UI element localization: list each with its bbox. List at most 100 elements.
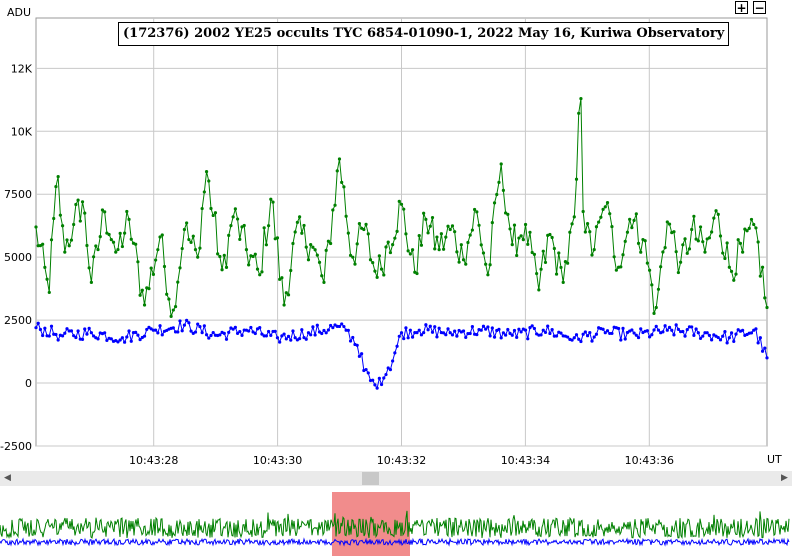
data-point [180,329,184,333]
data-point [645,329,649,333]
data-point [430,215,435,220]
data-point [585,221,590,226]
data-point [300,328,304,332]
data-point [577,337,581,341]
data-point [402,336,406,341]
data-point [49,324,54,328]
data-point [734,332,738,336]
data-point [91,334,96,338]
data-point [597,220,601,224]
data-point [160,333,164,337]
data-point [43,265,47,269]
data-point [395,344,399,348]
data-point [116,247,120,252]
data-point [696,331,700,335]
data-point [654,324,658,329]
data-point [304,245,308,249]
data-point [156,248,160,252]
data-point [258,273,262,277]
data-point [413,331,417,335]
data-point [69,329,74,333]
data-point [526,242,530,246]
data-point [721,334,725,338]
data-point [324,331,328,335]
data-point [710,230,714,234]
data-point [247,329,251,333]
data-point [548,232,552,237]
data-point [322,328,326,333]
data-point [76,198,80,202]
horizontal-scrollbar[interactable]: ◀ ▶ [0,471,792,486]
data-point [566,335,570,339]
data-point [382,273,386,277]
data-point [167,297,171,301]
data-point [147,287,151,291]
data-point [331,208,335,212]
data-point [481,324,486,328]
data-point [490,326,494,330]
data-point [397,334,401,338]
data-point [424,323,428,327]
scrollbar-thumb[interactable] [362,472,379,485]
data-point [393,351,397,355]
data-point [264,243,268,247]
data-point [517,236,521,240]
data-point [659,265,663,269]
scroll-left-arrow-icon[interactable]: ◀ [4,473,11,483]
data-point [34,225,38,229]
data-point [663,324,667,328]
data-point [54,332,58,337]
data-point [355,343,359,347]
data-point [732,278,736,282]
data-point [271,329,275,334]
data-point [377,376,381,380]
data-point [151,272,156,276]
data-point [557,251,561,255]
data-point [284,291,288,295]
data-point [543,260,548,265]
data-point [679,260,683,264]
data-point [160,233,164,237]
data-point [402,207,406,211]
data-point [222,331,226,335]
data-point [479,243,483,247]
data-point [136,260,140,264]
data-point [198,324,202,329]
data-point [275,336,280,340]
data-point [94,244,98,248]
data-point [309,333,313,337]
zoom-in-button[interactable]: + [735,1,748,15]
data-point [342,185,346,189]
data-point [616,326,621,331]
data-point [579,96,583,101]
data-point [397,199,401,203]
data-point [253,252,257,256]
data-point [437,326,441,330]
data-point [530,324,534,328]
data-point [284,337,288,341]
data-point [448,227,452,232]
data-point [185,318,189,322]
data-point [714,209,718,213]
data-point [278,340,282,344]
data-point [676,270,680,275]
data-point [293,336,297,340]
data-point [685,251,689,255]
zoom-out-button[interactable]: − [753,1,766,15]
data-point [120,336,124,340]
data-point [317,260,322,264]
data-point [329,241,333,246]
data-point [734,272,738,276]
data-point [528,230,532,234]
data-point [652,328,656,332]
data-point [725,341,729,345]
data-point [384,372,388,377]
data-point [207,179,211,183]
scroll-right-arrow-icon[interactable]: ▶ [781,473,788,483]
data-point [497,327,501,331]
data-point [109,238,113,242]
data-point [348,253,353,257]
data-point [388,368,393,372]
data-point [559,265,563,270]
data-point [67,329,71,333]
